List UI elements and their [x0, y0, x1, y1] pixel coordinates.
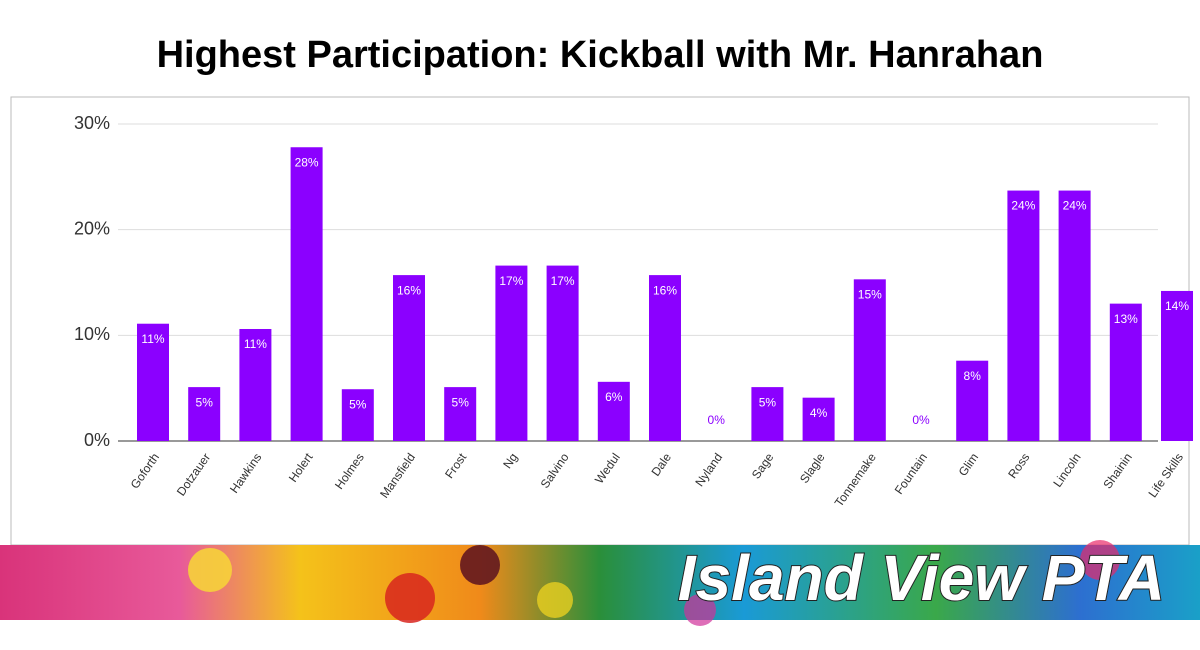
bar — [649, 275, 681, 441]
bar — [188, 387, 221, 441]
bar — [1007, 190, 1040, 441]
y-tick-label: 0% — [84, 430, 110, 450]
value-label: 5% — [349, 397, 367, 411]
y-tick-label: 20% — [74, 218, 110, 238]
bar — [802, 397, 835, 441]
bar — [444, 387, 477, 441]
splash — [537, 582, 573, 618]
splash — [188, 548, 232, 592]
value-label: 15% — [858, 288, 882, 302]
value-label: 0% — [912, 413, 930, 427]
value-label: 5% — [759, 395, 777, 409]
y-tick-label: 30% — [74, 113, 110, 133]
value-label: 13% — [1114, 312, 1138, 326]
splash — [1080, 540, 1120, 580]
value-label: 16% — [653, 283, 677, 297]
value-label: 28% — [295, 155, 319, 169]
chart-title: Highest Participation: Kickball with Mr.… — [157, 34, 1044, 76]
bar — [1058, 190, 1091, 441]
value-label: 16% — [397, 283, 421, 297]
bar — [751, 387, 784, 441]
value-label: 6% — [605, 390, 623, 404]
banner: Island View PTA — [0, 540, 1200, 626]
bar — [853, 279, 886, 441]
value-label: 17% — [551, 274, 575, 288]
bar — [956, 360, 989, 441]
bar — [290, 147, 323, 441]
bar — [597, 381, 630, 441]
splash — [684, 594, 716, 626]
splash — [385, 573, 435, 623]
value-label: 5% — [452, 395, 470, 409]
bar — [137, 323, 169, 441]
bar — [239, 328, 272, 441]
bar — [393, 275, 425, 441]
value-label: 8% — [964, 369, 982, 383]
bar — [546, 265, 579, 441]
chart-frame — [10, 96, 1190, 546]
bar — [495, 265, 528, 441]
value-label: 11% — [244, 337, 267, 351]
value-label: 4% — [810, 406, 828, 420]
value-label: 11% — [141, 332, 164, 346]
bar — [1161, 290, 1193, 441]
value-label: 24% — [1063, 199, 1087, 213]
y-tick-label: 10% — [74, 324, 110, 344]
value-label: 14% — [1165, 299, 1189, 313]
banner-text: Island View PTA — [678, 542, 1165, 614]
bar — [341, 389, 374, 441]
splash — [460, 545, 500, 585]
value-label: 5% — [196, 395, 214, 409]
value-label: 24% — [1011, 199, 1035, 213]
value-label: 0% — [708, 413, 726, 427]
bar — [1109, 303, 1142, 441]
value-label: 17% — [499, 274, 523, 288]
